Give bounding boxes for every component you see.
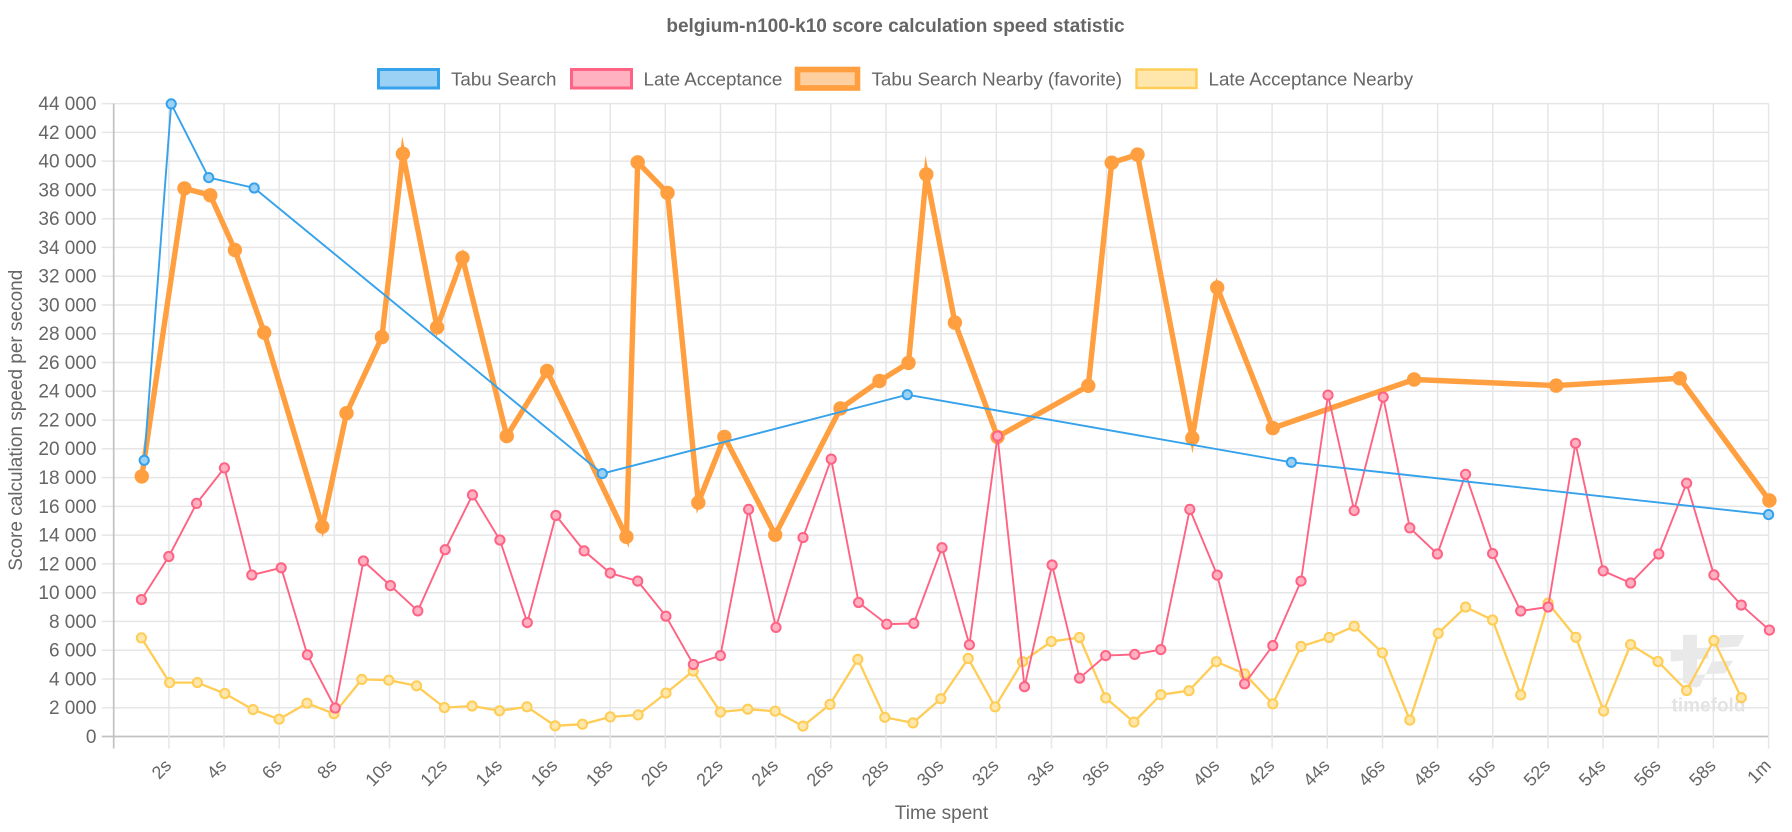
- svg-text:16 000: 16 000: [38, 497, 96, 518]
- svg-text:26 000: 26 000: [38, 353, 96, 374]
- svg-text:38 000: 38 000: [38, 180, 96, 201]
- svg-text:32 000: 32 000: [38, 267, 96, 288]
- svg-text:18 000: 18 000: [38, 468, 96, 489]
- svg-text:44 000: 44 000: [38, 94, 96, 115]
- svg-text:36 000: 36 000: [38, 209, 96, 230]
- svg-text:Tabu Search: Tabu Search: [451, 68, 556, 89]
- svg-text:8 000: 8 000: [49, 612, 97, 633]
- svg-text:12 000: 12 000: [38, 554, 96, 575]
- svg-text:10 000: 10 000: [38, 583, 96, 604]
- svg-text:42 000: 42 000: [38, 123, 96, 144]
- svg-text:6 000: 6 000: [49, 641, 97, 662]
- svg-text:Late Acceptance: Late Acceptance: [644, 68, 783, 89]
- svg-text:24 000: 24 000: [38, 382, 96, 403]
- svg-text:30 000: 30 000: [38, 295, 96, 316]
- svg-text:Late Acceptance Nearby: Late Acceptance Nearby: [1209, 68, 1414, 89]
- svg-text:2 000: 2 000: [49, 698, 97, 719]
- svg-text:28 000: 28 000: [38, 324, 96, 345]
- svg-text:14 000: 14 000: [38, 526, 96, 547]
- svg-text:Time spent: Time spent: [895, 803, 989, 824]
- svg-text:34 000: 34 000: [38, 238, 96, 259]
- svg-text:Score calculation speed per se: Score calculation speed per second: [6, 270, 27, 571]
- svg-text:20 000: 20 000: [38, 439, 96, 460]
- svg-text:belgium-n100-k10 score calcula: belgium-n100-k10 score calculation speed…: [666, 16, 1125, 37]
- svg-text:22 000: 22 000: [38, 410, 96, 431]
- svg-text:4 000: 4 000: [49, 669, 97, 690]
- svg-text:0: 0: [86, 727, 97, 748]
- svg-text:timefold: timefold: [1672, 696, 1746, 717]
- svg-text:Tabu Search Nearby (favorite): Tabu Search Nearby (favorite): [872, 68, 1123, 89]
- svg-text:40 000: 40 000: [38, 152, 96, 173]
